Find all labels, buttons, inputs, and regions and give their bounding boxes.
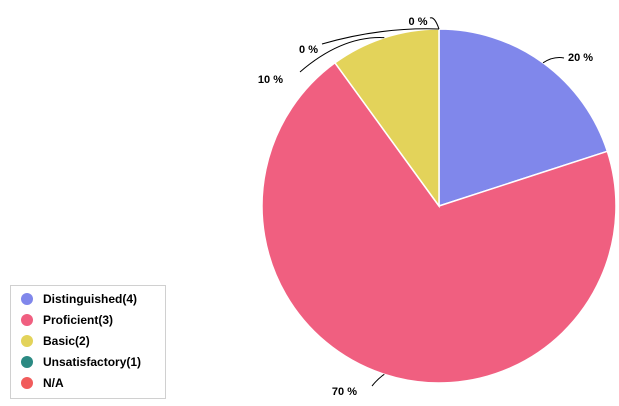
slice-label-proficient: 70 % — [332, 386, 357, 398]
legend-item-distinguished[interactable]: Distinguished(4) — [21, 290, 165, 307]
legend-swatch-na — [21, 376, 33, 389]
chart-legend: Distinguished(4) Proficient(3) Basic(2) … — [10, 285, 166, 399]
pie-slices — [261, 28, 617, 384]
legend-swatch-distinguished — [21, 292, 33, 305]
legend-label-na: N/A — [43, 375, 64, 390]
slice-labels: 20 % 70 % 10 % 0 % 0 % — [258, 16, 593, 398]
label-leader-lines — [299, 17, 565, 387]
legend-label-unsatisfactory: Unsatisfactory(1) — [43, 354, 142, 369]
leader-line-basic — [299, 37, 385, 73]
slice-label-unsatisfactory: 0 % — [299, 44, 318, 56]
leader-line-proficient — [371, 373, 385, 387]
legend-item-basic[interactable]: Basic(2) — [21, 332, 165, 349]
legend-label-basic: Basic(2) — [43, 333, 90, 348]
pie-slice-proficient[interactable] — [261, 61, 617, 384]
legend-item-proficient[interactable]: Proficient(3) — [21, 311, 165, 328]
legend-item-unsatisfactory[interactable]: Unsatisfactory(1) — [21, 353, 165, 370]
slice-label-na: 0 % — [409, 16, 428, 28]
legend-item-na[interactable]: N/A — [21, 374, 165, 391]
slice-label-basic: 10 % — [258, 74, 283, 86]
legend-swatch-proficient — [21, 313, 33, 326]
pie-slice-distinguished[interactable] — [438, 28, 609, 208]
leader-line-distinguished — [542, 57, 565, 64]
legend-label-proficient: Proficient(3) — [43, 312, 114, 327]
legend-label-distinguished: Distinguished(4) — [43, 291, 138, 306]
slice-label-distinguished: 20 % — [568, 52, 593, 64]
leader-line-na — [429, 17, 440, 30]
legend-swatch-basic — [21, 334, 33, 347]
legend-swatch-unsatisfactory — [21, 355, 33, 368]
leader-line-unsatisfactory — [321, 28, 440, 45]
